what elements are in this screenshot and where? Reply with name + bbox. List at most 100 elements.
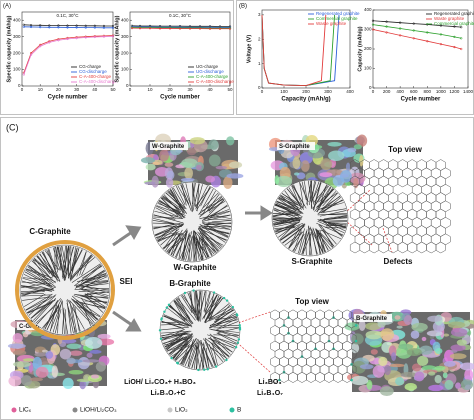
point [439,33,443,36]
point [111,26,115,29]
sem-grain [398,343,414,350]
graphite-sphere [19,244,111,336]
y-tick-label: 200 [364,46,372,51]
sem-grain [352,360,366,374]
y-tick-label: 100 [121,67,129,72]
sem-grain [12,333,23,343]
graphite-flake [202,214,231,222]
sem-grain [427,315,443,322]
graphite-flake [198,237,209,258]
graphite-flake [273,221,299,228]
graphite-flake [154,210,178,218]
graphite-flake [161,321,189,327]
boron-dot [160,318,163,321]
graphite-flake [28,296,51,316]
hexagon [430,233,441,246]
point [75,26,78,29]
graphite-flake [183,294,198,320]
hexagon [354,233,365,246]
y-axis-label: Capacity (mAh/g) [357,26,363,71]
annotation: 0.1C, 30°C [169,13,192,18]
hexagon [354,184,365,196]
graphite-flake [195,187,211,207]
graphite-flake [203,291,211,312]
graphite-flake [48,248,56,270]
hexagon [342,371,352,383]
boron-dot [203,368,206,371]
graphite-flake [179,235,191,260]
panel-label: (C) [6,122,19,132]
graphite-flake [30,299,56,319]
graphite-flake [167,307,193,328]
x-tick-label: 40 [92,87,98,92]
graphite-flake [189,292,196,316]
hexagon [421,184,432,196]
point [385,31,388,34]
graphite-flake [174,299,193,323]
sem-grain [378,356,388,366]
hexagon [373,167,384,180]
graphite-flake [323,222,347,224]
hexagon [383,167,394,180]
diagram-text: LiO₂ [175,407,188,414]
graphite-flake [292,184,307,209]
graphite-flake [280,195,302,214]
sem-grain [456,339,467,346]
graphite-flake [175,185,186,205]
series-line [23,24,113,27]
sem-grain [396,325,403,329]
sem-grain [345,162,351,172]
boron-dot [167,303,171,306]
graphite-flake [74,306,80,332]
graphite-flake [77,257,95,273]
graphite-flake [160,228,180,246]
hexagon [354,200,365,213]
graphite-flake [166,343,188,352]
graphite-flake [188,339,200,368]
graphite-flake [279,225,300,241]
sem-grain [82,359,100,363]
hexagon [373,233,384,246]
graphite-flake [202,338,224,362]
graphite-flake [71,306,78,333]
graphite-flake [214,307,233,321]
sem-grain [35,366,49,378]
series-line [372,29,462,50]
graphite-flake [183,231,193,261]
hexagon [364,217,375,229]
hexagon [297,371,307,383]
hexagon [416,241,427,254]
point [178,27,182,30]
x-tick-label: 20 [167,87,173,92]
sem-grain [428,384,444,392]
series-line [23,35,114,75]
y-tick-label: 300 [121,34,129,39]
boron-site [354,324,358,327]
boron-dot [170,356,173,360]
graphite-flake [57,305,60,334]
graphite-flake [87,292,107,305]
graphite-flake [316,228,329,251]
graphite-flake [197,231,216,254]
graphite-flake [193,291,197,319]
y-tick-label: 1 [258,61,261,66]
graphite-flake [52,247,61,271]
graphite-flake [316,187,332,213]
graphite-flake [273,220,300,226]
x-tick-label: 400 [346,89,354,94]
hexagon [397,241,408,254]
boron-dot [222,296,226,300]
hexagon [359,241,370,254]
diagram-text: C-Graphite [29,227,71,236]
point [439,42,443,46]
sem-grain [403,314,413,326]
series-line [261,14,327,87]
point [22,25,25,28]
graphite-flake [69,300,76,334]
hexagon [411,233,422,246]
graphite-flake [315,184,328,204]
graphite-flake [183,233,187,261]
point [29,53,33,56]
graphite-flake [79,251,87,276]
graphite-flake [203,222,232,226]
